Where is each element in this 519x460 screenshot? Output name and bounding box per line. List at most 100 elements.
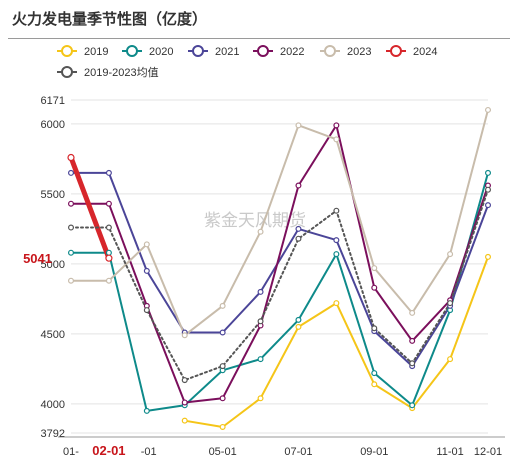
data-point-2019-2023	[409, 360, 416, 367]
title-divider	[8, 38, 510, 39]
data-point-2021	[333, 237, 340, 244]
data-point-2020	[295, 316, 302, 323]
x-tick-label: 05-01	[209, 446, 237, 458]
x-tick-label: 11-01	[436, 446, 463, 458]
legend-label: 2019	[84, 46, 108, 58]
data-point-2019-2023	[105, 224, 112, 231]
legend-label: 2024	[413, 46, 437, 58]
data-point-2022	[219, 395, 226, 402]
legend-item-2020[interactable]: 2020	[122, 45, 173, 58]
legend-label: 2022	[280, 46, 304, 58]
data-point-2023	[257, 228, 264, 235]
data-point-2022	[295, 182, 302, 189]
series-line-2020	[70, 171, 489, 412]
legend-label: 2023	[347, 46, 371, 58]
data-point-2022	[67, 200, 74, 207]
legend-swatch-marker	[61, 45, 73, 57]
x-tick-label: 01-	[63, 446, 79, 458]
x-tick-label: 09-01	[360, 446, 388, 458]
data-point-2021	[295, 225, 302, 232]
data-point-2022	[181, 399, 188, 406]
data-point-2020	[105, 249, 112, 256]
data-point-2019	[181, 417, 188, 424]
data-point-2021	[257, 288, 264, 295]
data-point-2023	[181, 332, 188, 339]
data-point-2021	[105, 169, 112, 176]
data-point-2019-2023	[447, 300, 454, 307]
data-point-2022	[371, 284, 378, 291]
data-point-2019	[295, 323, 302, 330]
data-point-2024	[67, 153, 75, 162]
y-tick-label: 6000	[41, 119, 65, 131]
data-point-2019-2023	[295, 235, 302, 242]
x-tick-label: 12-01	[474, 446, 502, 458]
legend-label: 2019-2023均值	[84, 66, 159, 79]
data-point-2019	[371, 381, 378, 388]
data-point-2023	[67, 277, 74, 284]
data-point-2021	[67, 169, 74, 176]
data-point-2019	[257, 395, 264, 402]
series-line-2024	[68, 155, 112, 261]
legend-item-2019[interactable]: 2019	[57, 45, 108, 58]
legend-swatch-marker	[257, 45, 269, 57]
series-line-2023	[70, 108, 489, 337]
data-point-2020	[371, 370, 378, 377]
legend-swatch-marker	[324, 45, 336, 57]
legend-item-2022[interactable]: 2022	[253, 45, 304, 58]
legend-swatch-marker	[390, 45, 402, 57]
data-point-2023	[143, 241, 150, 248]
watermark-text: 紫金天风期货	[204, 211, 306, 231]
x-tick-label: -01	[141, 446, 157, 458]
data-point-2020	[67, 249, 74, 256]
legend-item-2019-2023[interactable]: 2019-2023均值	[57, 66, 159, 79]
data-point-2020	[257, 356, 264, 363]
legend-label: 2020	[149, 46, 173, 58]
series-line-2019-2023	[70, 188, 489, 382]
data-point-2021	[219, 329, 226, 336]
legend-label: 2021	[215, 46, 239, 58]
data-point-2024	[105, 254, 113, 262]
data-point-2023	[105, 277, 112, 284]
data-point-2019	[485, 253, 492, 260]
data-point-2023	[485, 106, 492, 113]
data-point-2023	[333, 136, 340, 143]
y-tick-label: 3792	[41, 428, 65, 440]
data-point-2022	[105, 200, 112, 207]
data-point-2023	[409, 309, 416, 316]
data-point-2019-2023	[181, 377, 188, 384]
data-point-2019-2023	[67, 224, 74, 231]
data-point-2021	[485, 202, 492, 209]
y-tick-label: 4000	[41, 399, 65, 411]
data-point-2021	[143, 267, 150, 274]
data-point-2020	[485, 169, 492, 176]
legend-item-2024[interactable]: 2024	[386, 45, 437, 58]
legend-item-2021[interactable]: 2021	[188, 45, 239, 58]
data-point-2019-2023	[219, 363, 226, 370]
series-line-2019	[183, 255, 489, 428]
data-point-2019	[333, 300, 340, 307]
x-tick-label: 07-01	[284, 446, 312, 458]
legend-swatch-marker	[192, 45, 204, 57]
chart-title: 火力发电量季节性图（亿度）	[12, 10, 208, 28]
data-point-2020	[143, 407, 150, 414]
data-point-2023	[295, 122, 302, 129]
data-point-2019-2023	[485, 186, 492, 193]
data-point-2019	[219, 423, 226, 430]
y-tick-label: 6171	[41, 95, 65, 107]
y-tick-label: 4500	[41, 329, 65, 341]
legend-item-2023[interactable]: 2023	[320, 45, 371, 58]
data-point-2020	[409, 402, 416, 409]
y-tick-label: 5500	[41, 189, 65, 201]
data-point-2023	[447, 251, 454, 258]
data-point-2022	[409, 337, 416, 344]
data-point-2019-2023	[143, 307, 150, 314]
series-line-2021	[70, 171, 489, 368]
data-point-2019-2023	[333, 207, 340, 214]
data-point-2023	[371, 265, 378, 272]
data-point-2020	[333, 251, 340, 258]
data-point-2019-2023	[257, 318, 264, 325]
data-point-2019	[447, 356, 454, 363]
series-line-2022	[70, 124, 489, 404]
data-point-2023	[219, 302, 226, 309]
